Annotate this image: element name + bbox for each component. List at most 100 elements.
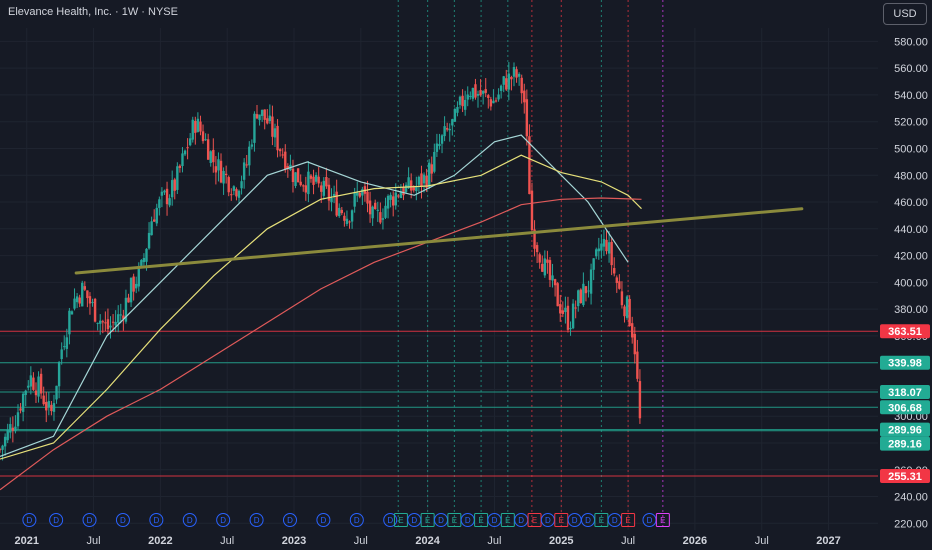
candle-body bbox=[615, 277, 618, 283]
candle-body bbox=[384, 205, 387, 218]
price-level-label: 289.96 bbox=[888, 425, 922, 437]
price-axis[interactable]: 220.00240.00260.00280.00300.00320.00340.… bbox=[878, 0, 932, 550]
candle-body bbox=[528, 136, 531, 195]
candle-body bbox=[510, 77, 513, 80]
candle-body bbox=[430, 164, 433, 174]
candle-body bbox=[379, 212, 382, 223]
candle-body bbox=[314, 175, 318, 182]
candle-body bbox=[34, 390, 38, 396]
candle-body bbox=[497, 94, 500, 100]
candle-body bbox=[32, 377, 35, 390]
candle-body bbox=[142, 257, 146, 263]
event-marker-label: E bbox=[398, 516, 403, 525]
currency-button[interactable]: USD bbox=[883, 3, 927, 25]
candle-body bbox=[50, 404, 53, 412]
candle-body bbox=[525, 99, 529, 137]
event-marker-label: D bbox=[187, 516, 193, 525]
candle-body bbox=[633, 333, 636, 355]
candle-body bbox=[273, 128, 277, 138]
candle-body bbox=[24, 390, 27, 395]
candle-body bbox=[350, 210, 354, 222]
dividend-marker[interactable] bbox=[82, 513, 97, 527]
x-tick-label: Jul bbox=[755, 535, 769, 547]
candle-body bbox=[227, 177, 230, 193]
candle-body bbox=[571, 303, 575, 329]
candle-body bbox=[433, 151, 436, 172]
candle-body bbox=[368, 200, 372, 215]
x-tick-label: Jul bbox=[487, 535, 501, 547]
candle-body bbox=[392, 196, 395, 206]
dividend-marker[interactable] bbox=[316, 513, 331, 527]
trendline-segment[interactable] bbox=[74, 207, 804, 275]
dividend-marker[interactable] bbox=[115, 513, 130, 527]
earnings-marker[interactable] bbox=[621, 513, 636, 527]
candle-body bbox=[235, 189, 238, 197]
horizontal-levels[interactable] bbox=[0, 330, 878, 477]
event-marker-label: D bbox=[438, 516, 444, 525]
candle-body bbox=[114, 321, 117, 326]
candle-body bbox=[242, 162, 246, 180]
candle-body bbox=[361, 189, 364, 196]
x-tick-label: 2022 bbox=[148, 535, 172, 547]
dividend-marker[interactable] bbox=[349, 513, 364, 527]
candle-body bbox=[494, 100, 498, 102]
candle-body bbox=[60, 349, 63, 360]
candle-body bbox=[178, 165, 182, 168]
time-axis[interactable]: 2021 Jul 2022 Jul 2023 Jul 2024 Jul 2025 Jul 2026 J… bbox=[14, 535, 840, 547]
candle-body bbox=[63, 346, 66, 348]
candle-body bbox=[402, 187, 405, 196]
event-marker-label: E bbox=[599, 516, 604, 525]
candle-body bbox=[155, 207, 158, 224]
candle-body bbox=[435, 143, 439, 152]
price-axis-bg bbox=[878, 0, 932, 550]
dividend-marker[interactable] bbox=[383, 513, 398, 527]
candle-body bbox=[88, 296, 92, 304]
dividend-marker[interactable] bbox=[49, 513, 64, 527]
candle-body bbox=[278, 149, 282, 152]
price-level-badges: 363.51 339.98 318.07 306.68 289.96 289.16 255.… bbox=[880, 324, 930, 484]
candle-body bbox=[358, 192, 361, 197]
candle-body bbox=[409, 180, 413, 191]
candle-body bbox=[296, 168, 300, 183]
earnings-marker[interactable] bbox=[655, 513, 670, 527]
candle-body bbox=[353, 192, 356, 207]
candle-body bbox=[0, 449, 2, 451]
dividend-marker[interactable] bbox=[249, 513, 264, 527]
candle-body bbox=[484, 89, 487, 93]
dividend-marker[interactable] bbox=[282, 513, 297, 527]
candle-body bbox=[577, 290, 580, 307]
y-tick-label: 440.00 bbox=[894, 224, 928, 236]
candle-body bbox=[150, 221, 153, 236]
price-level-badge bbox=[880, 469, 930, 484]
candle-body bbox=[386, 195, 390, 209]
price-level-badge bbox=[880, 324, 930, 339]
price-level-label: 363.51 bbox=[888, 326, 922, 338]
candle-body bbox=[201, 131, 205, 142]
dividend-marker[interactable] bbox=[182, 513, 197, 527]
candle-body bbox=[152, 219, 156, 222]
candlestick-series bbox=[0, 62, 642, 461]
trendline[interactable] bbox=[74, 207, 804, 275]
candle-body bbox=[106, 319, 110, 330]
x-tick-label: Jul bbox=[354, 535, 368, 547]
candle-body bbox=[42, 395, 45, 405]
candle-body bbox=[374, 202, 377, 210]
dividend-marker[interactable] bbox=[216, 513, 231, 527]
candle-body bbox=[489, 99, 493, 107]
candle-body bbox=[420, 173, 423, 187]
y-tick-label: 520.00 bbox=[894, 117, 928, 129]
candle-body bbox=[291, 168, 295, 183]
candle-body bbox=[309, 175, 313, 179]
dividend-marker[interactable] bbox=[149, 513, 164, 527]
candle-body bbox=[104, 322, 107, 324]
event-marker-label: E bbox=[505, 516, 510, 525]
candle-body bbox=[613, 268, 616, 274]
candle-body bbox=[199, 121, 202, 132]
candle-body bbox=[566, 305, 570, 330]
candle-body bbox=[6, 429, 9, 441]
dividend-marker[interactable] bbox=[22, 513, 37, 527]
candle-body bbox=[541, 263, 544, 272]
